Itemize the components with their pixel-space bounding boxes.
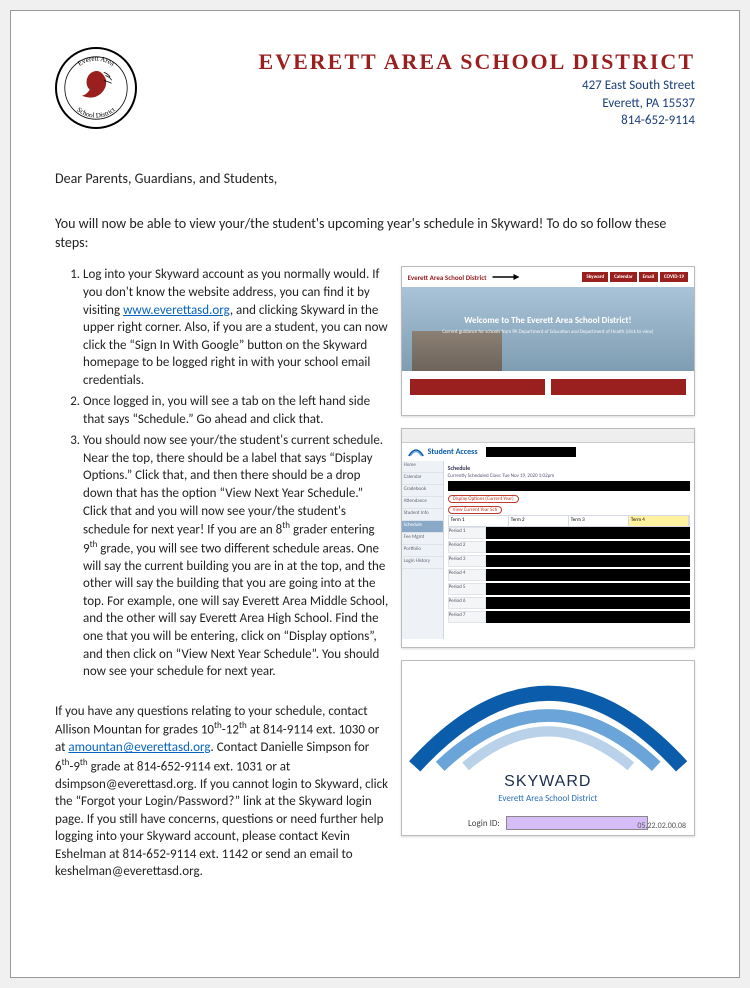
skyward-header: Student Access — [402, 443, 694, 461]
screenshot-skyward-schedule: Student Access Home Calendar Gradebook A… — [401, 428, 695, 648]
student-access-label: Student Access — [428, 447, 478, 457]
site-menu: Skyward Calendar Email COVID-19 — [582, 272, 688, 282]
sidebar-item-portfolio[interactable]: Portfolio — [402, 545, 443, 557]
login-id-input[interactable] — [506, 816, 648, 830]
district-address: 427 East South Street Everett, PA 15537 … — [157, 77, 695, 130]
hero-button-1[interactable] — [410, 379, 545, 395]
step-3: You should now see your/the student's cu… — [83, 432, 389, 680]
address-line-2: Everett, PA 15537 — [157, 95, 695, 113]
hero-banner: Welcome to The Everett Area School Distr… — [402, 287, 694, 371]
sidebar-item-schedule[interactable]: Schedule — [402, 521, 443, 533]
intro-paragraph: You will now be able to view your/the st… — [55, 215, 695, 253]
view-schedule-pill[interactable]: View Current Year Sch — [448, 506, 503, 514]
text-column: Log into your Skyward account as you nor… — [55, 266, 389, 880]
screenshots-column: Everett Area School District Skyward Cal… — [401, 266, 695, 880]
sidebar-item-attendance[interactable]: Attendance — [402, 497, 443, 509]
website-link[interactable]: www.everettasd.org — [123, 303, 230, 318]
phone: 814-652-9114 — [157, 112, 695, 130]
skyward-login-subtitle: Everett Area School District — [402, 793, 694, 804]
schedule-subhead: Currently Scheduled Class: Tue Nov 19, 2… — [448, 473, 690, 479]
hero-title: Welcome to The Everett Area School Distr… — [402, 287, 694, 326]
sidebar: Home Calendar Gradebook Attendance Stude… — [402, 461, 444, 639]
term-header: Term 1 Term 2 Term 3 Term 4 — [448, 515, 690, 527]
redacted-bar — [448, 481, 690, 491]
menu-covid[interactable]: COVID-19 — [660, 272, 688, 282]
menu-email[interactable]: Email — [639, 272, 658, 282]
site-brand: Everett Area School District — [408, 273, 487, 282]
skyward-arc-icon — [402, 671, 694, 773]
schedule-heading: Schedule — [448, 464, 690, 472]
login-id-label: Login ID: — [448, 818, 506, 829]
step-1: Log into your Skyward account as you nor… — [83, 266, 389, 389]
skyward-logo-text: SKYWARD — [402, 773, 694, 791]
schedule-main: Schedule Currently Scheduled Class: Tue … — [444, 461, 694, 639]
sidebar-item-loginhistory[interactable]: Login History — [402, 557, 443, 569]
sidebar-item-calendar[interactable]: Calendar — [402, 473, 443, 485]
document-page: Everett Area School District EVERETT ARE… — [10, 10, 740, 978]
login-form: Login ID: Password: Sign In Forgot your … — [448, 816, 648, 836]
hero-subtitle: Current guidance for schools from PA Dep… — [402, 329, 694, 335]
letterhead-text: EVERETT AREA SCHOOL DISTRICT 427 East So… — [157, 47, 695, 130]
redacted-bar — [486, 447, 576, 457]
display-options-pill[interactable]: Display Options (Current Year) — [448, 495, 519, 503]
sidebar-item-gradebook[interactable]: Gradebook — [402, 485, 443, 497]
building-photo — [412, 331, 502, 371]
menu-calendar[interactable]: Calendar — [610, 272, 636, 282]
screenshot-skyward-login: SKYWARD Everett Area School District Log… — [401, 660, 695, 836]
skyward-arc-icon — [408, 447, 424, 457]
password-input[interactable] — [506, 835, 648, 836]
version-label: 05.22.02.00.08 — [637, 821, 686, 831]
browser-chrome — [402, 429, 694, 443]
arrow-icon — [491, 273, 521, 281]
screenshot-website: Everett Area School District Skyward Cal… — [401, 266, 695, 416]
content-row: Log into your Skyward account as you nor… — [55, 266, 695, 880]
address-line-1: 427 East South Street — [157, 77, 695, 95]
sidebar-item-studentinfo[interactable]: Student Info — [402, 509, 443, 521]
email-link-1[interactable]: amountan@everettasd.org — [68, 740, 210, 755]
hero-buttons — [402, 371, 694, 403]
menu-skyward[interactable]: Skyward — [582, 272, 608, 282]
district-logo: Everett Area School District — [55, 47, 137, 129]
period-rows: Period 1 Period 2 Period 3 Period 4 Peri… — [448, 527, 690, 623]
district-name: EVERETT AREA SCHOOL DISTRICT — [157, 49, 695, 75]
sidebar-item-fees[interactable]: Fee Mgmt — [402, 533, 443, 545]
letterhead: Everett Area School District EVERETT ARE… — [55, 47, 695, 130]
hero-button-2[interactable] — [551, 379, 686, 395]
contact-paragraph: If you have any questions relating to yo… — [55, 703, 389, 881]
step-2: Once logged in, you will see a tab on th… — [83, 393, 389, 428]
sidebar-item-home[interactable]: Home — [402, 461, 443, 473]
salutation: Dear Parents, Guardians, and Students, — [55, 170, 695, 187]
steps-list: Log into your Skyward account as you nor… — [55, 266, 389, 680]
